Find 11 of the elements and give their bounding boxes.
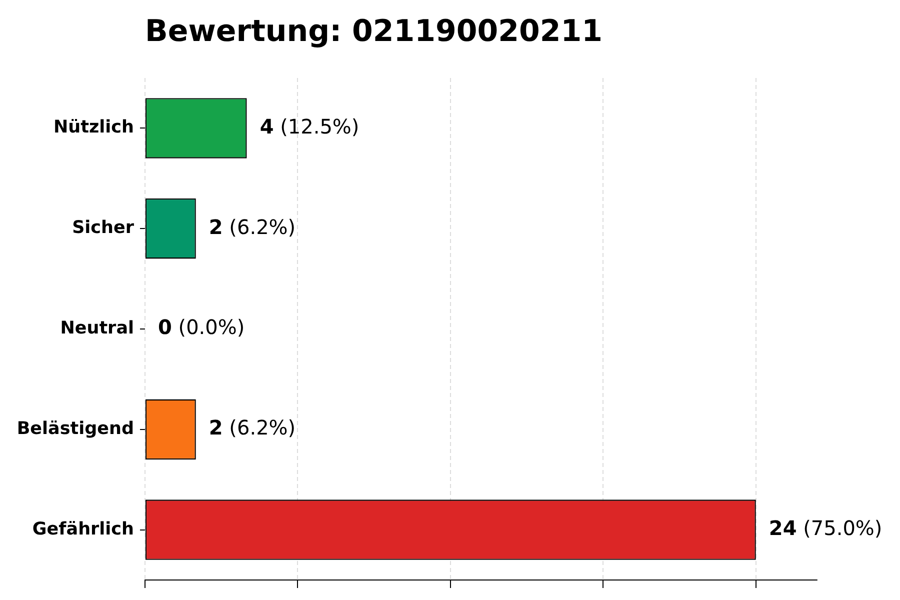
y-tick-label: Neutral <box>60 318 134 339</box>
y-tick-label: Nützlich <box>54 118 134 138</box>
y-tick-label: Belästigend <box>16 418 134 439</box>
chart-title: Bewertung: 021190020211 <box>145 14 603 49</box>
y-tick-label: Gefährlich <box>32 519 134 540</box>
data-label: 24 (75.0%) <box>768 516 882 540</box>
y-tick-label: Sicher <box>72 218 134 238</box>
data-label: 2 (6.2%) <box>208 214 296 239</box>
data-label: 2 (6.2%) <box>208 416 296 440</box>
data-label: 4 (12.5%) <box>260 114 360 138</box>
data-label: 0 (0.0%) <box>158 315 245 340</box>
